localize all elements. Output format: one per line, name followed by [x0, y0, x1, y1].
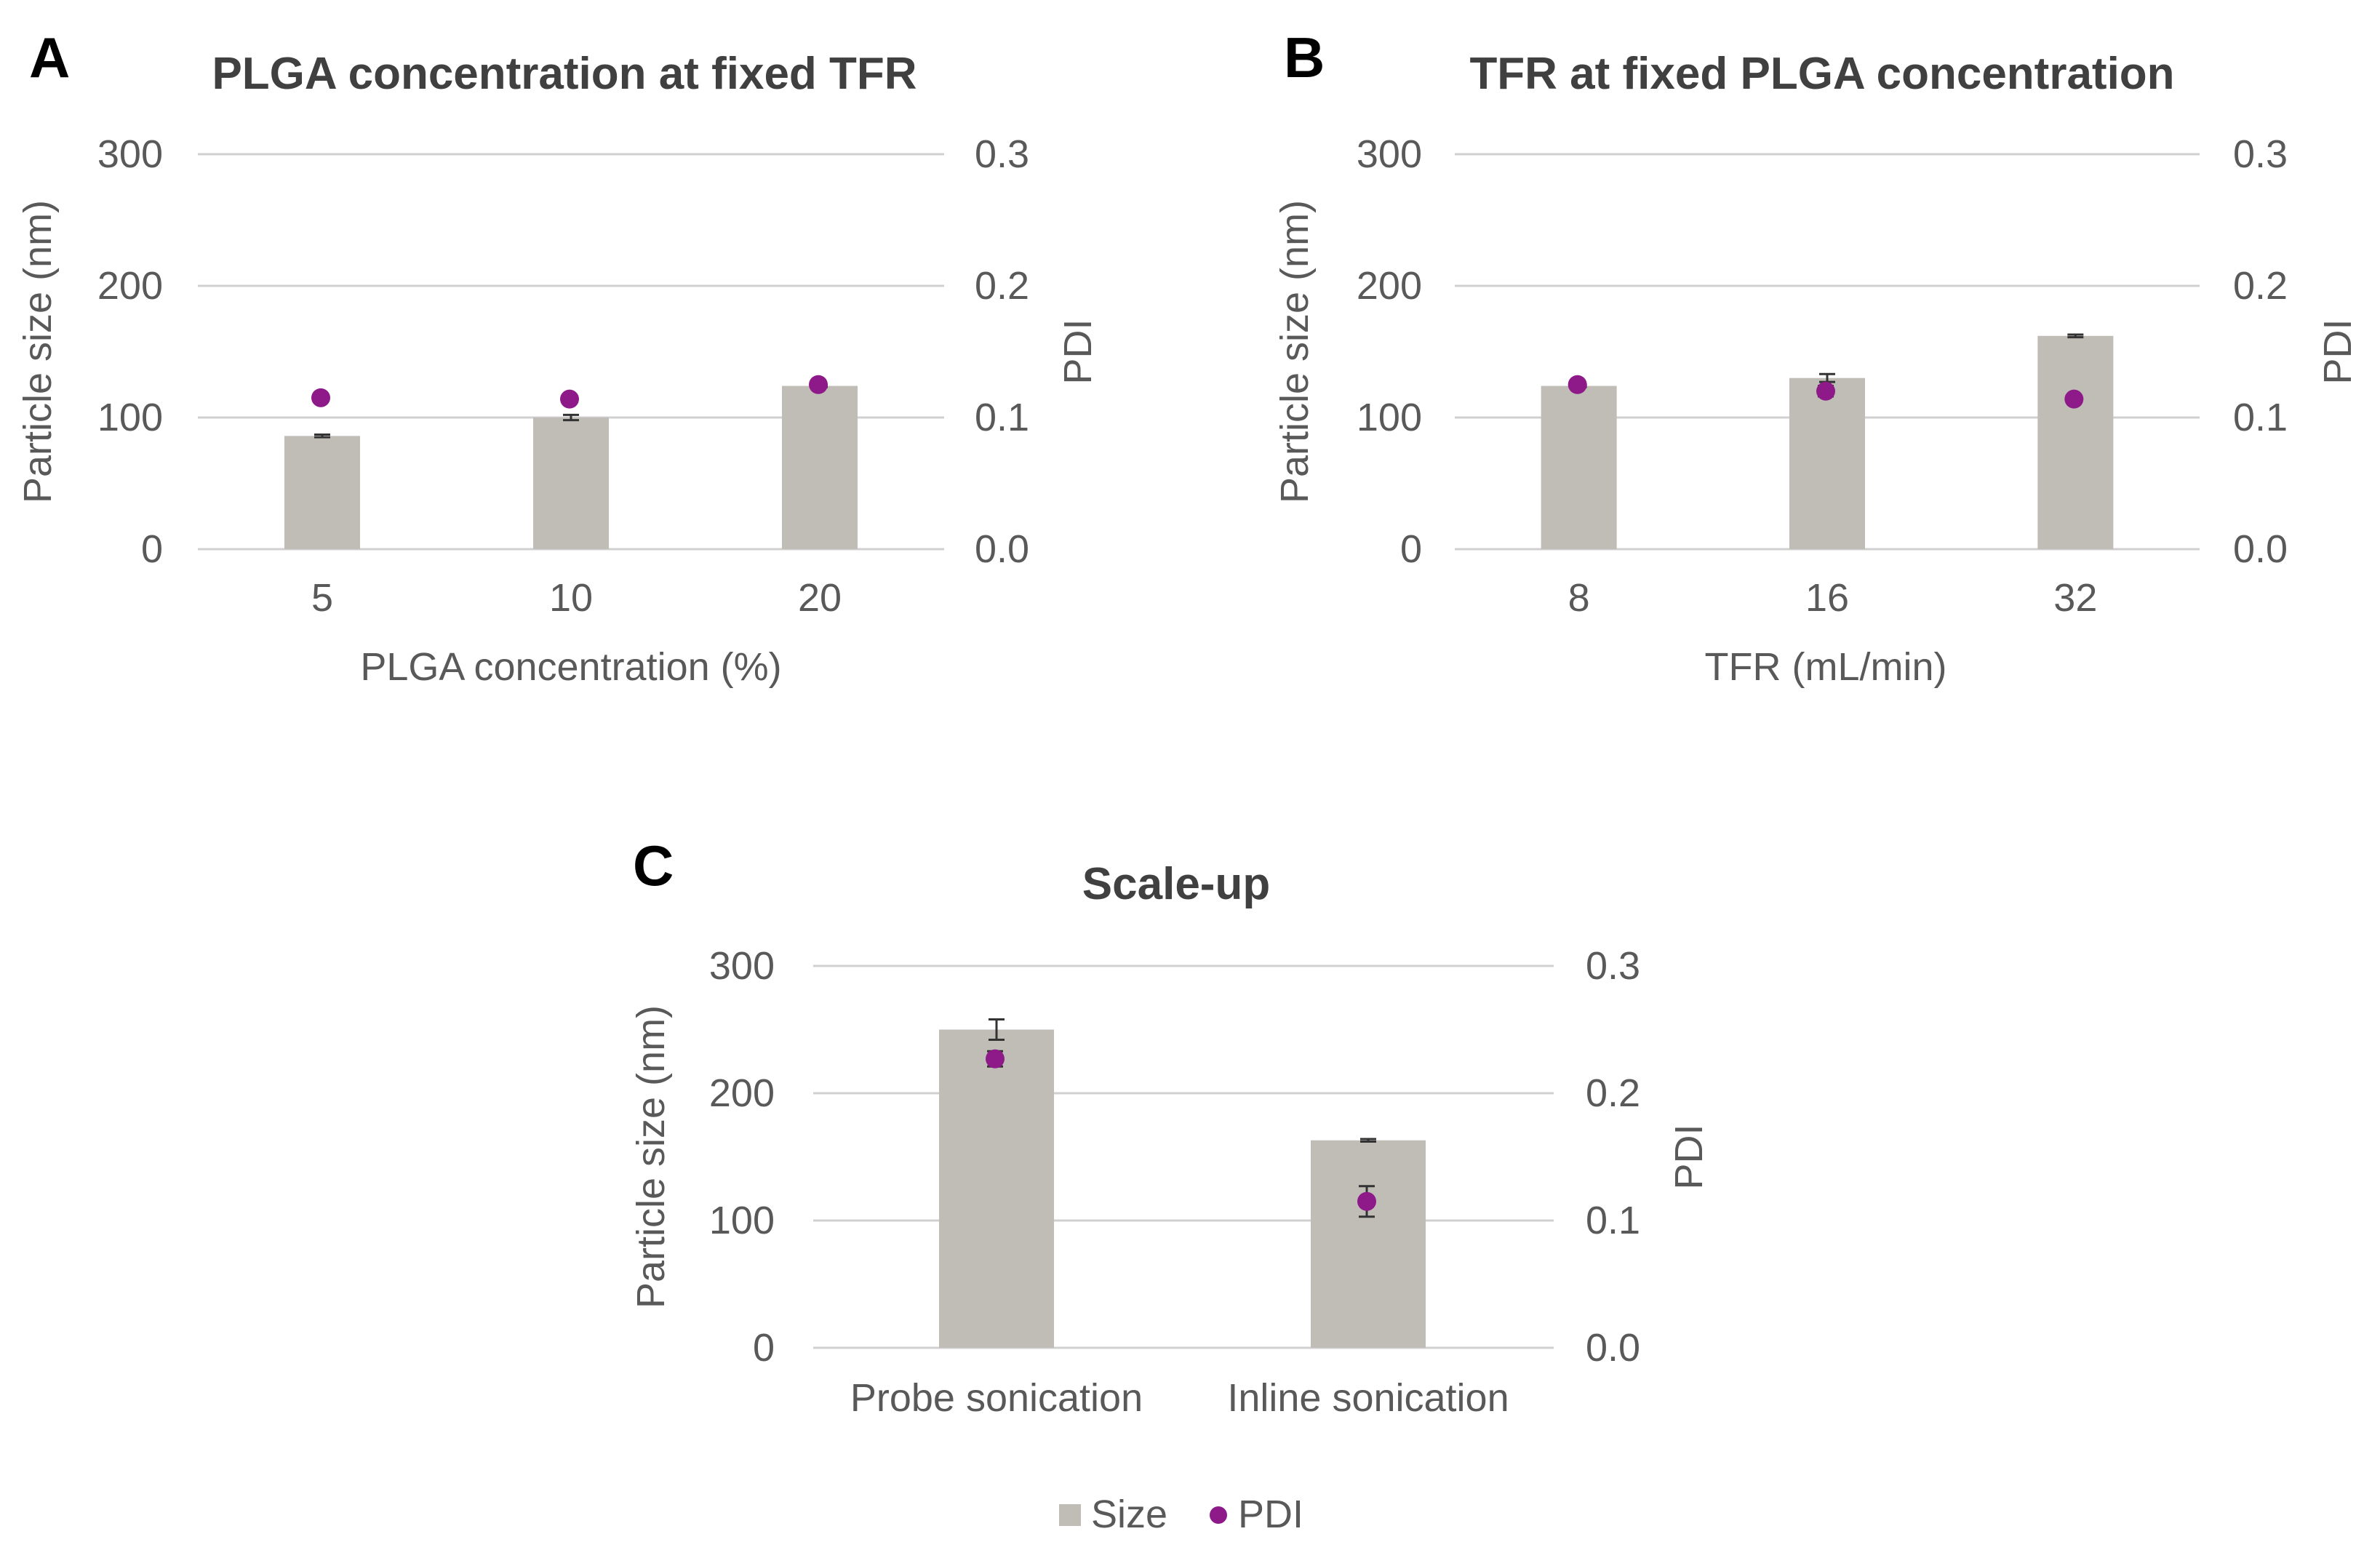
chart-c-ytick-label: 0	[753, 1326, 775, 1370]
chart-b-pdi-point	[1816, 381, 1835, 401]
chart-b-y2label: PDI	[2316, 319, 2360, 384]
legend-size-swatch-icon	[1059, 1504, 1081, 1526]
legend-size-label: Size	[1091, 1493, 1167, 1536]
chart-b-xlabel: TFR (mL/min)	[1705, 645, 1947, 689]
chart-b-ytick-label: 300	[1357, 132, 1422, 176]
chart-a-xlabel: PLGA concentration (%)	[360, 645, 781, 689]
chart-a-title: PLGA concentration at fixed TFR	[212, 49, 917, 99]
chart-c-category-label: Probe sonication	[850, 1376, 1143, 1420]
chart-a-y2tick-label: 0.1	[975, 396, 1029, 439]
chart-c-bar-error	[989, 1018, 1005, 1041]
chart-a-bar-error	[314, 434, 330, 439]
chart-a-ytick-label: 100	[97, 396, 163, 439]
chart-a-ytick-label: 200	[97, 264, 163, 308]
chart-b-ytick-label: 100	[1357, 396, 1422, 439]
chart-c-ylabel: Particle size (nm)	[629, 1005, 673, 1309]
chart-c-y2tick-label: 0.3	[1586, 944, 1640, 988]
chart-a-bar-error	[563, 413, 579, 422]
chart-c-pdi-point	[986, 1049, 1005, 1068]
chart-b-bar	[1789, 377, 1865, 549]
chart-a-bar	[284, 436, 360, 549]
chart-c-title: Scale-up	[1082, 859, 1270, 909]
chart-b-category-label: 8	[1568, 576, 1590, 620]
legend: Size PDI	[1059, 1493, 1303, 1536]
chart-a-y2label: PDI	[1056, 319, 1100, 384]
chart-c: C Scale-up 0 100 200 300 0.0 0.1 0.2 0.3 Particle …	[629, 834, 1711, 1420]
chart-c-panel-label: C	[633, 834, 674, 898]
chart-b: B TFR at fixed PLGA concentration 0 100 200 3…	[1273, 25, 2360, 689]
chart-a-ytick-label: 300	[97, 132, 163, 176]
chart-b-ytick-label: 200	[1357, 264, 1422, 308]
chart-b-title: TFR at fixed PLGA concentration	[1469, 49, 2174, 99]
chart-b-pdi-point	[1568, 375, 1587, 394]
chart-b-panel-label: B	[1284, 25, 1325, 89]
chart-a-pdi-point	[809, 375, 828, 394]
chart-b-pdi-point	[2064, 389, 2084, 409]
chart-b-ylabel: Particle size (nm)	[1273, 200, 1317, 503]
chart-b-y2tick-label: 0.3	[2233, 132, 2288, 176]
chart-a-ytick-label: 0	[141, 527, 163, 571]
chart-c-y2label: PDI	[1667, 1124, 1711, 1189]
chart-c-y2tick-label: 0.2	[1586, 1071, 1640, 1115]
chart-b-bar	[1541, 385, 1617, 549]
chart-c-y2tick-label: 0.0	[1586, 1326, 1640, 1370]
chart-a-category-label: 20	[798, 576, 842, 620]
chart-b-y2tick-label: 0.0	[2233, 527, 2288, 571]
chart-a-y2tick-label: 0.2	[975, 264, 1029, 308]
chart-a-category-label: 5	[311, 576, 333, 620]
chart-c-category-label: Inline sonication	[1227, 1376, 1509, 1420]
chart-c-ytick-label: 100	[709, 1199, 775, 1242]
chart-c-ytick-label: 200	[709, 1071, 775, 1115]
chart-a-category-label: 10	[549, 576, 593, 620]
chart-b-y2tick-label: 0.2	[2233, 264, 2288, 308]
chart-c-bar	[939, 1029, 1054, 1348]
chart-a-panel-label: A	[29, 25, 70, 89]
chart-a-bar	[533, 418, 609, 549]
chart-c-bar-error	[1360, 1138, 1376, 1143]
chart-c-y2tick-label: 0.1	[1586, 1199, 1640, 1242]
chart-a-bar	[782, 385, 858, 549]
chart-c-pdi-point	[1357, 1191, 1376, 1211]
chart-a-y2tick-label: 0.3	[975, 132, 1029, 176]
chart-b-category-label: 32	[2053, 576, 2097, 620]
chart-b-y2tick-label: 0.1	[2233, 396, 2288, 439]
chart-a-y2tick-label: 0.0	[975, 527, 1029, 571]
chart-a: A PLGA concentration at fixed TFR 0 100 200 3…	[16, 25, 1100, 689]
chart-a-ylabel: Particle size (nm)	[16, 200, 60, 503]
chart-b-bar-error	[2067, 333, 2084, 339]
legend-pdi-marker-icon	[1210, 1506, 1227, 1524]
chart-b-bar	[2037, 335, 2114, 549]
chart-c-ytick-label: 300	[709, 944, 775, 988]
chart-a-pdi-point	[311, 388, 330, 407]
chart-c-bar	[1311, 1140, 1426, 1348]
chart-a-pdi-point	[560, 389, 579, 409]
chart-b-ytick-label: 0	[1400, 527, 1422, 571]
legend-pdi-label: PDI	[1238, 1493, 1303, 1536]
chart-b-category-label: 16	[1805, 576, 1849, 620]
